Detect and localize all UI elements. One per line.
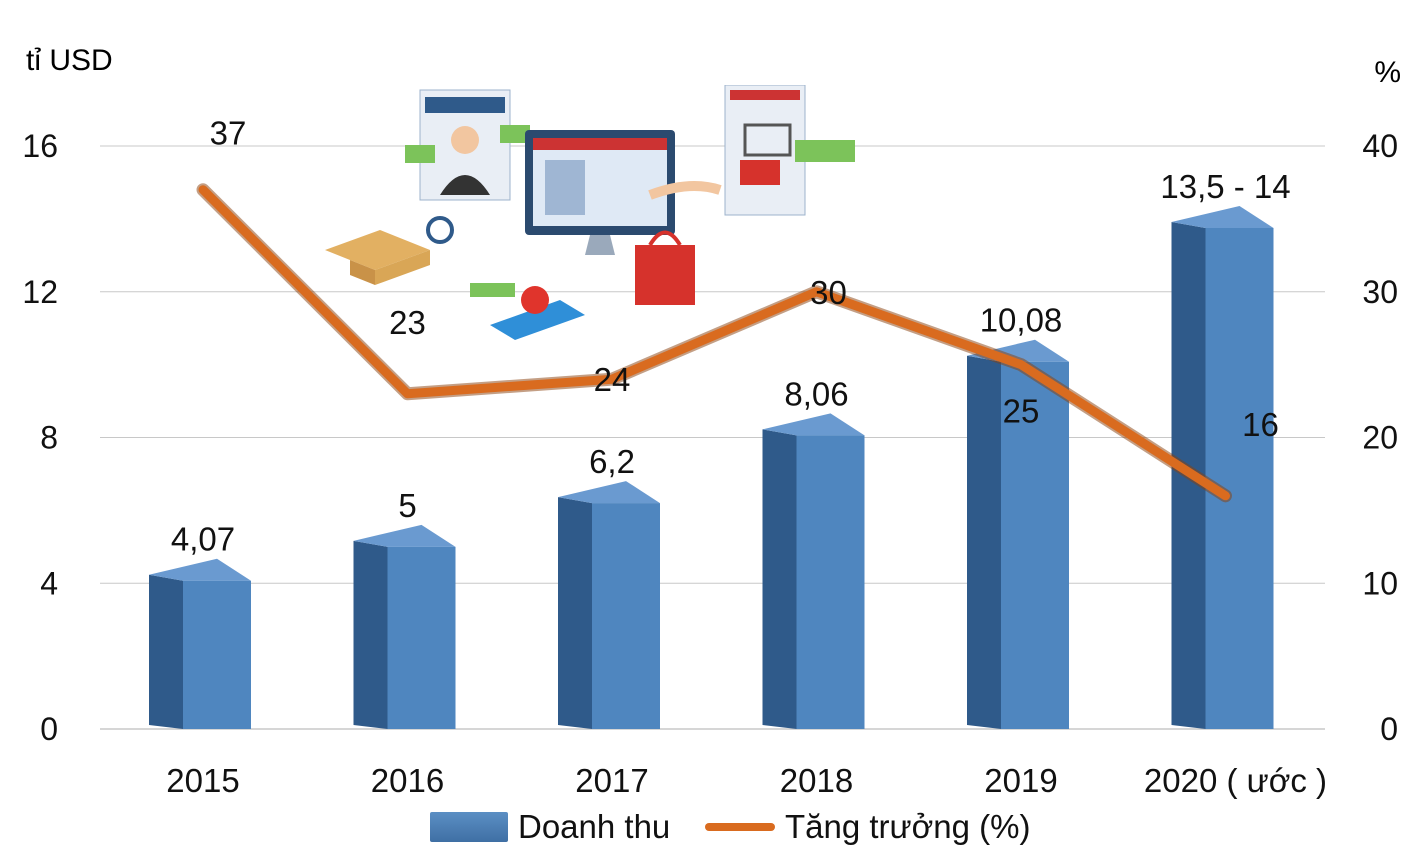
bar-side <box>149 574 183 729</box>
bar-value-label: 5 <box>398 487 416 524</box>
legend-line-swatch <box>705 823 775 831</box>
right-tick-label: 0 <box>1380 711 1398 747</box>
right-axis-ticks: 0 10 20 30 40 <box>1362 128 1398 747</box>
computer-shop-icon <box>525 130 722 255</box>
right-tick-label: 40 <box>1362 128 1398 164</box>
growth-value-label: 25 <box>1003 393 1040 430</box>
left-tick-label: 16 <box>22 128 58 164</box>
x-tick-label: 2020 ( ước ) <box>1144 762 1327 799</box>
right-tick-label: 10 <box>1362 565 1398 601</box>
x-tick-label: 2017 <box>575 762 648 799</box>
revenue-bars <box>149 205 1274 729</box>
bar-side <box>967 355 1001 729</box>
bar-front <box>796 435 865 729</box>
bar-value-label: 8,06 <box>784 375 848 412</box>
bar-front <box>183 580 251 729</box>
growth-line-path <box>198 185 1230 501</box>
bar <box>762 413 865 729</box>
bar-value-label: 4,07 <box>171 521 235 558</box>
left-tick-label: 4 <box>40 565 58 601</box>
bar-top <box>558 481 660 504</box>
bar-top <box>149 558 251 581</box>
bar-front <box>387 546 456 729</box>
support-agent-icon <box>405 89 530 201</box>
x-tick-label: 2018 <box>780 762 853 799</box>
bar <box>967 339 1069 729</box>
sale-notification-icon <box>470 283 585 340</box>
x-tick-label: 2019 <box>984 762 1057 799</box>
left-tick-label: 8 <box>40 420 58 456</box>
growth-line <box>196 183 1232 503</box>
right-tick-label: 20 <box>1362 420 1398 456</box>
legend-growth-label: Tăng trưởng (%) <box>785 808 1031 845</box>
delivery-box-icon <box>325 216 454 285</box>
ecommerce-illustration <box>325 85 855 340</box>
bar-top <box>353 524 456 547</box>
left-tick-label: 12 <box>22 274 58 310</box>
right-axis-unit: % <box>1374 56 1401 89</box>
bar-value-label: 6,2 <box>589 443 635 480</box>
left-axis-ticks: 0 4 8 12 16 <box>22 128 58 747</box>
bar-top <box>1171 205 1274 228</box>
legend-revenue: Doanh thu <box>430 808 670 846</box>
left-tick-label: 0 <box>40 711 58 747</box>
legend-growth: Tăng trưởng (%) <box>705 808 1030 846</box>
bar-value-label: 13,5 - 14 <box>1160 168 1290 205</box>
bar <box>1171 205 1274 729</box>
legend-revenue-label: Doanh thu <box>518 808 671 845</box>
bar-side <box>353 540 388 729</box>
bar-front <box>592 503 660 729</box>
growth-value-label: 23 <box>389 304 426 341</box>
bar-front <box>1205 227 1274 729</box>
x-tick-label: 2015 <box>166 762 239 799</box>
x-axis-labels: 2015 2016 2017 2018 2019 2020 ( ước ) <box>166 762 1327 799</box>
shopping-bag-icon <box>635 230 695 305</box>
bar-side <box>558 497 592 729</box>
data-labels: 4,07 5 6,2 8,06 10,08 13,5 - 14 37 23 24 30 25 16 <box>171 115 1291 558</box>
bar <box>558 481 660 729</box>
growth-value-label: 37 <box>210 115 247 152</box>
growth-value-label: 30 <box>810 274 847 311</box>
bar-top <box>762 413 865 436</box>
x-tick-label: 2016 <box>371 762 444 799</box>
bar-value-label: 10,08 <box>980 302 1063 339</box>
bar <box>149 558 251 729</box>
bar <box>353 524 456 729</box>
legend-bar-swatch <box>430 812 508 842</box>
bar-side <box>762 429 797 729</box>
left-axis-unit: tỉ USD <box>26 44 113 77</box>
growth-value-label: 16 <box>1242 406 1279 443</box>
right-tick-label: 30 <box>1362 274 1398 310</box>
buy-now-cart-icon <box>724 85 855 216</box>
growth-value-label: 24 <box>594 361 631 398</box>
bar-front <box>1001 361 1069 729</box>
